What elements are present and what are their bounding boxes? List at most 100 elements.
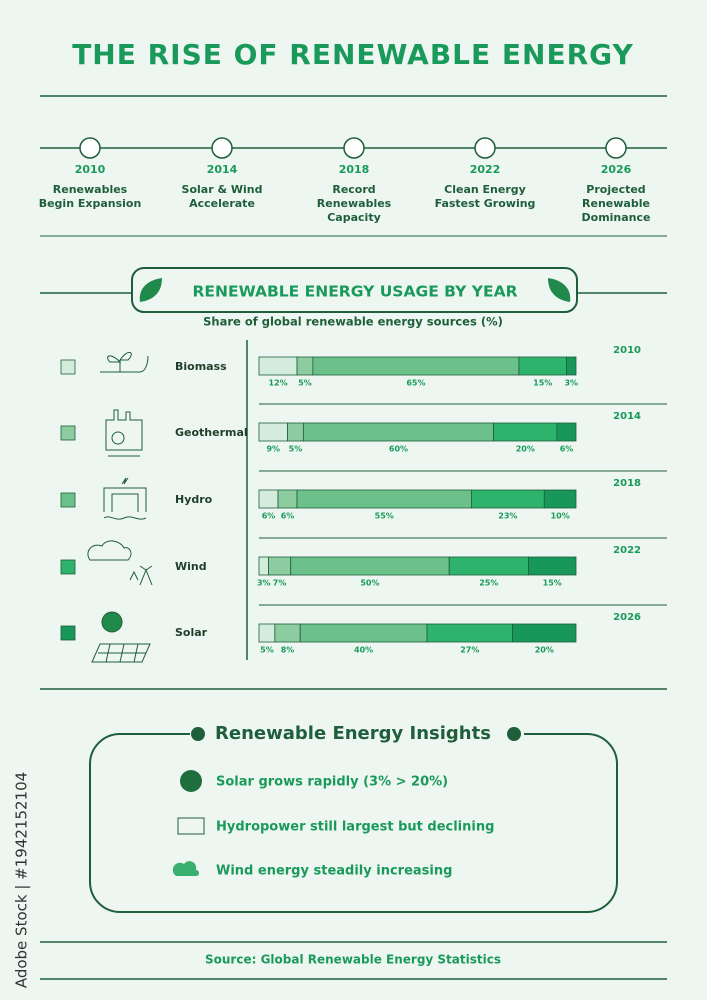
legend-icons: [87, 352, 153, 663]
value-label: 20%: [535, 646, 554, 655]
timeline: 2010 2014 2018 2022 2026: [75, 137, 632, 176]
hydro-icon: [103, 477, 147, 520]
chart-title: RENEWABLE ENERGY USAGE BY YEAR: [192, 283, 517, 301]
value-label: 55%: [375, 512, 394, 521]
bar-segment: [299, 623, 428, 643]
timeline-label: Renewables Begin Expansion: [38, 183, 142, 210]
chart-subtitle: Share of global renewable energy sources…: [203, 315, 503, 329]
value-label: 10%: [551, 512, 570, 521]
insight-item: Wind energy steadily increasing: [216, 864, 452, 879]
hydro-icon: [177, 817, 205, 835]
bar-segment: [512, 623, 577, 643]
wind-icon: [172, 861, 199, 876]
legend-label: Hydro: [175, 493, 213, 506]
bar-segment: [258, 356, 298, 376]
timeline-node: [474, 137, 496, 159]
bar-segment: [277, 489, 298, 509]
insight-item: Hydropower still largest but declining: [216, 820, 494, 835]
value-label: 15%: [533, 379, 552, 388]
bar-segment: [566, 356, 577, 376]
solar-icon: [180, 770, 202, 792]
bar-segment: [296, 489, 472, 509]
value-label: 6%: [262, 512, 276, 521]
wind-icon: [87, 540, 153, 586]
timeline-year: 2026: [601, 163, 632, 176]
value-label: 5%: [289, 445, 303, 454]
legend-label: Wind: [175, 560, 207, 573]
value-label: 5%: [260, 646, 274, 655]
bullet: [191, 727, 205, 741]
sun-icon: [101, 611, 123, 633]
value-label: 9%: [266, 445, 280, 454]
bar-segment: [556, 422, 577, 442]
bar-segment: [302, 422, 494, 442]
legend-swatch: [60, 359, 76, 375]
legend-label: Biomass: [175, 360, 227, 373]
bar-segment: [290, 556, 450, 576]
legend-label: Solar: [175, 626, 208, 639]
year-label: 2026: [613, 612, 641, 623]
bar-segment: [528, 556, 577, 576]
bar-segment: [312, 356, 520, 376]
legend-swatch: [60, 425, 76, 441]
value-label: 23%: [498, 512, 517, 521]
value-label: 12%: [268, 379, 287, 388]
bar-segment: [426, 623, 514, 643]
bar-segment: [258, 623, 276, 643]
timeline-label: Record Renewables Capacity: [316, 183, 392, 224]
bar-segment: [493, 422, 558, 442]
legend-swatch: [60, 492, 76, 508]
timeline-node: [605, 137, 627, 159]
bar-segment: [543, 489, 577, 509]
section-header-box: [131, 267, 578, 313]
value-label: 6%: [560, 445, 574, 454]
geothermal-icon: [105, 409, 143, 457]
timeline-year: 2022: [470, 163, 501, 176]
biomass-icon: [100, 352, 149, 373]
bar-segment: [518, 356, 567, 376]
timeline-node: [79, 137, 101, 159]
value-label: 27%: [460, 646, 479, 655]
value-label: 20%: [516, 445, 535, 454]
bar-segment: [274, 623, 301, 643]
year-label: 2022: [613, 545, 641, 556]
value-label: 5%: [298, 379, 312, 388]
chart: Biomass Geothermal Hydro Wind Solar 2010 12% 5%…: [60, 345, 667, 655]
bar-segment: [296, 356, 314, 376]
value-label: 6%: [281, 512, 295, 521]
year-label: 2018: [613, 478, 641, 489]
solar-icon: [91, 643, 151, 663]
watermark: Adobe Stock | #1942152104: [13, 772, 31, 988]
value-label: 15%: [543, 579, 562, 588]
insights-title-bg: [190, 718, 524, 748]
year-label: 2014: [613, 411, 641, 422]
value-label: 3%: [564, 379, 578, 388]
bar-segment: [258, 489, 279, 509]
bar-segment: [268, 556, 292, 576]
bar-segment: [448, 556, 529, 576]
bullet: [507, 727, 521, 741]
value-label: 50%: [360, 579, 379, 588]
legend-label: Geothermal: [175, 426, 248, 439]
value-label: 40%: [354, 646, 373, 655]
value-label: 25%: [479, 579, 498, 588]
value-label: 65%: [406, 379, 425, 388]
value-label: 8%: [281, 646, 295, 655]
timeline-node: [343, 137, 365, 159]
timeline-label: Projected Renewable Dominance: [581, 183, 651, 224]
bar-segment: [258, 556, 269, 576]
bar-segment: [470, 489, 545, 509]
bar-segment: [287, 422, 304, 442]
legend-swatch: [60, 625, 76, 641]
year-label: 2010: [613, 345, 641, 356]
insight-item: Solar grows rapidly (3% > 20%): [216, 775, 448, 790]
page-title: THE RISE OF RENEWABLE ENERGY: [72, 38, 634, 71]
value-label: 3%: [257, 579, 271, 588]
leaf-icon: [548, 278, 571, 302]
timeline-year: 2018: [339, 163, 370, 176]
timeline-label: Clean Energy Fastest Growing: [434, 183, 536, 210]
timeline-node: [211, 137, 233, 159]
timeline-label: Solar & Wind Accelerate: [181, 183, 263, 210]
